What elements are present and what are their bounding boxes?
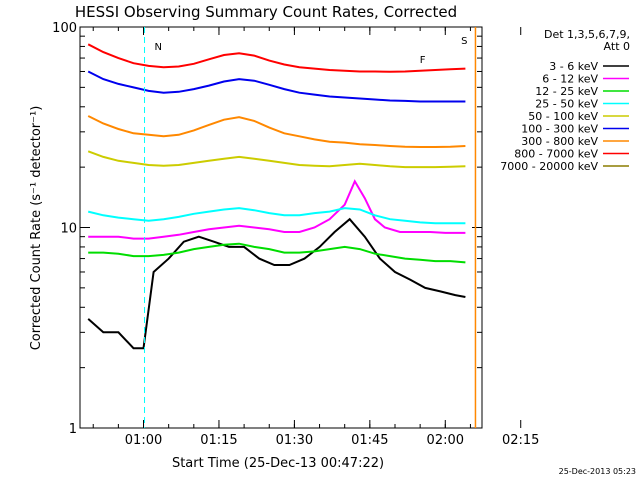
- y-axis-label: Corrected Count Rate (s⁻¹ detector⁻¹): [29, 106, 44, 351]
- x-tick-label: 01:30: [276, 433, 313, 448]
- y-tick-label: 100: [52, 21, 77, 36]
- x-tick-label: 02:15: [502, 433, 539, 448]
- series-line-7: [87, 43, 466, 73]
- plot-axes: 01:00 01:15 01:30 01:45 02:00 02:15 1 10 100: [52, 21, 539, 448]
- x-tick-label: 01:45: [351, 433, 388, 448]
- y-tick-label: 1: [69, 422, 77, 437]
- legend-label-1: 6 - 12 keV: [542, 73, 598, 86]
- y-tick-label: 10: [60, 222, 77, 237]
- n-flag-label: N: [155, 42, 162, 53]
- series-line-0: [87, 217, 466, 350]
- f-flag-label: F: [420, 55, 426, 66]
- legend-label-2: 12 - 25 keV: [535, 85, 598, 98]
- legend-label-8: 7000 - 20000 keV: [500, 160, 598, 173]
- series-line-2: [88, 242, 466, 264]
- x-tick-label: 02:00: [427, 433, 464, 448]
- x-tick-label: 01:00: [125, 433, 162, 448]
- legend-label-4: 50 - 100 keV: [528, 110, 598, 123]
- series-line-5: [87, 70, 466, 103]
- s-flag-label: S: [461, 36, 467, 47]
- series-line-4: [87, 150, 466, 169]
- legend-label-5: 100 - 300 keV: [521, 123, 598, 136]
- legend-label-6: 300 - 800 keV: [521, 135, 598, 148]
- legend-title-attenuator: Att 0: [604, 40, 630, 53]
- chart-title: HESSI Observing Summary Count Rates, Cor…: [75, 3, 457, 21]
- legend-label-3: 25 - 50 keV: [535, 98, 598, 111]
- legend-title-detectors: Det 1,3,5,6,7,9,: [544, 28, 630, 41]
- x-tick-label: 01:15: [200, 433, 237, 448]
- series-layer: [87, 43, 466, 350]
- footer-timestamp: 25-Dec-2013 05:23: [559, 467, 636, 476]
- flag-markers: N S F: [144, 27, 477, 428]
- legend-label-0: 3 - 6 keV: [549, 60, 598, 73]
- series-line-3: [87, 207, 466, 225]
- series-line-1: [88, 179, 466, 240]
- x-axis-label: Start Time (25-Dec-13 00:47:22): [172, 456, 384, 471]
- legend-label-7: 800 - 7000 keV: [514, 148, 598, 161]
- series-line-6: [87, 115, 466, 148]
